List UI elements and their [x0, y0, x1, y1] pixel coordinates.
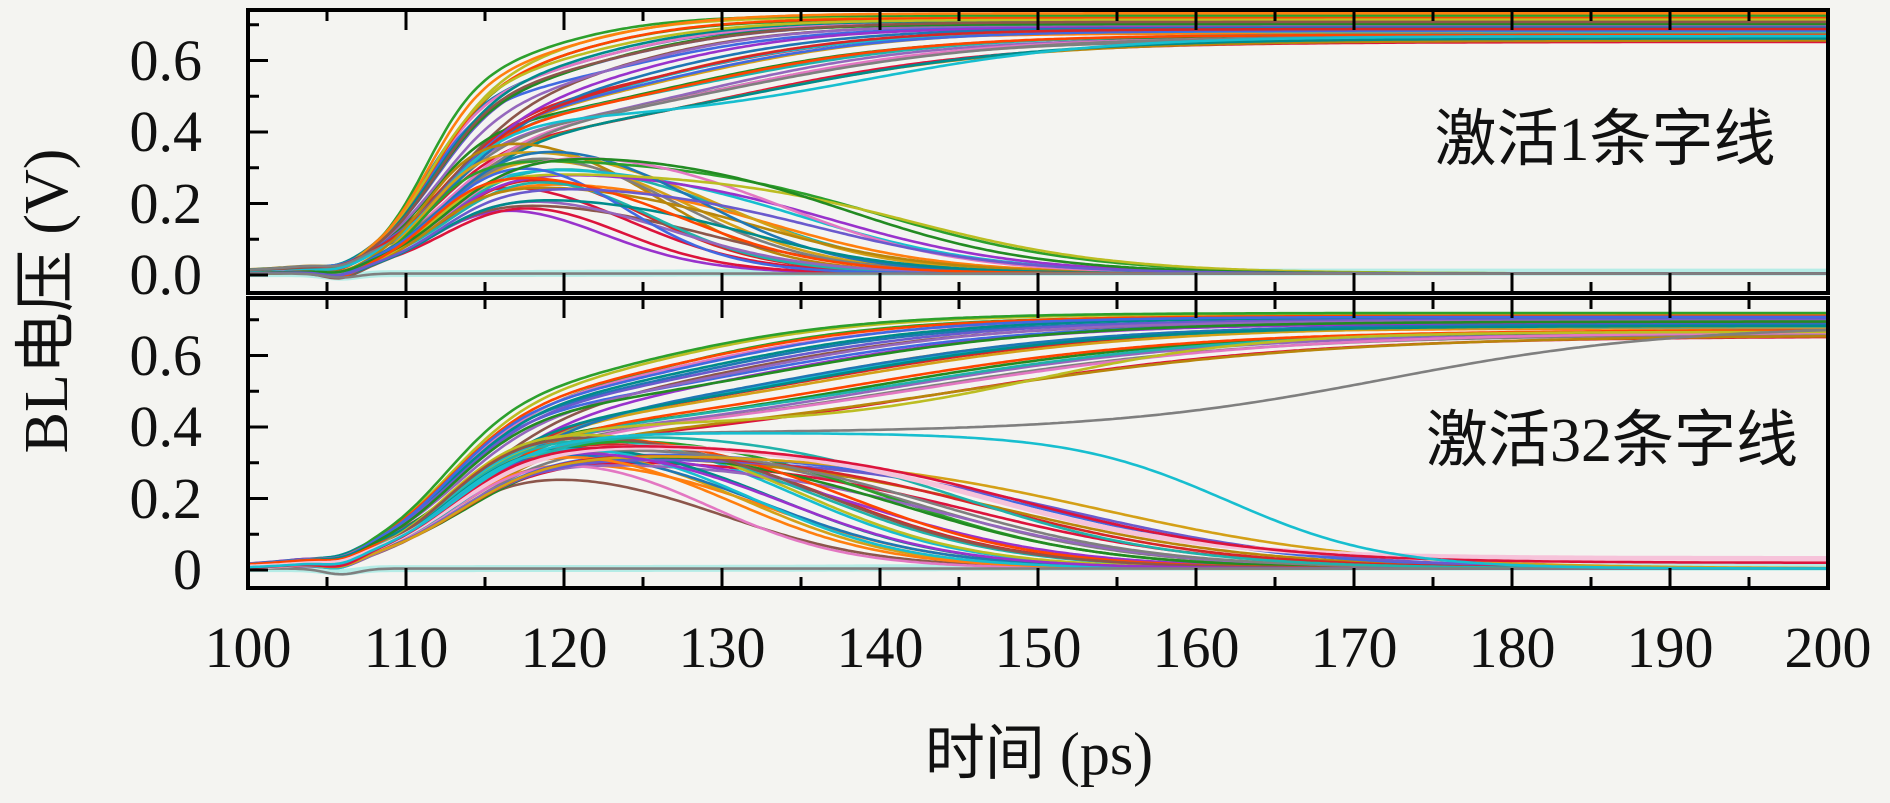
- x-tick-label: 130: [678, 615, 766, 680]
- annotation-activate-32-wordlines: 激活32条字线: [1425, 407, 1798, 475]
- annotation-activate-1-wordline: 激活1条字线: [1434, 106, 1776, 174]
- trace: [250, 444, 1826, 570]
- trace: [250, 455, 1826, 570]
- y-tick-label: 0: [173, 537, 202, 602]
- trace: [250, 320, 1826, 567]
- y-tick-label: 0.6: [129, 322, 203, 388]
- x-tick-label: 170: [1310, 615, 1398, 680]
- trace: [250, 315, 1826, 567]
- traces-panel-top: [250, 12, 1826, 281]
- axis-ticks: [246, 10, 1830, 588]
- x-tick-label: 120: [520, 615, 608, 680]
- x-tick-label: 110: [363, 615, 449, 680]
- x-tick-label: 200: [1784, 615, 1872, 680]
- y-tick-label: 0.2: [129, 465, 203, 531]
- y-tick-label: 0.0: [129, 242, 203, 307]
- trace: [250, 34, 1826, 274]
- trace: [250, 33, 1826, 272]
- x-tick-label: 100: [204, 615, 292, 680]
- y-tick-label: 0.2: [129, 170, 203, 236]
- trace: [250, 318, 1826, 566]
- y-tick-label: 0.4: [129, 99, 203, 164]
- x-tick-label: 180: [1468, 615, 1556, 680]
- trace: [250, 432, 1826, 570]
- x-tick-label: 140: [836, 615, 924, 680]
- y-tick-label: 0.4: [129, 394, 203, 459]
- trace: [250, 330, 1826, 569]
- x-axis-title: 时间 (ps): [924, 721, 1154, 787]
- trace: [250, 445, 1826, 569]
- x-tick-label: 160: [1152, 615, 1240, 680]
- x-tick-label: 150: [994, 615, 1082, 680]
- y-tick-label: 0.6: [129, 27, 203, 93]
- trace: [250, 27, 1826, 273]
- x-tick-label: 190: [1626, 615, 1714, 680]
